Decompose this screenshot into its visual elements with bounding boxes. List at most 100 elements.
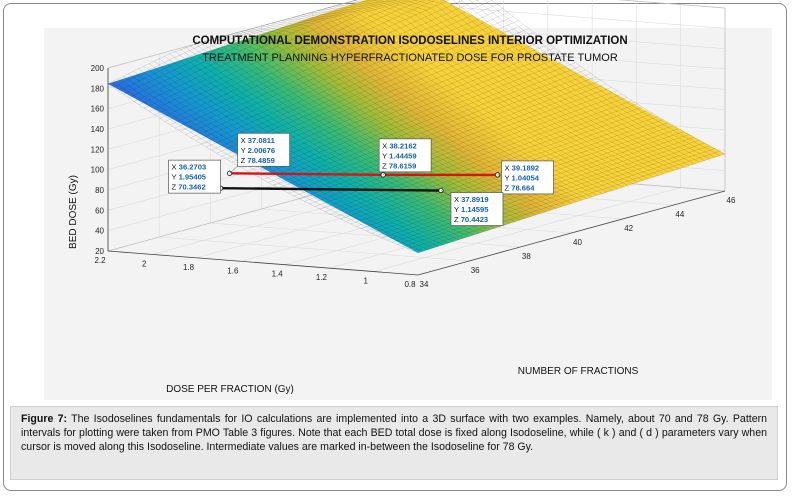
datatip-box — [168, 159, 221, 194]
mesh-line — [230, 34, 541, 214]
y-tick-label: 1.4 — [272, 270, 284, 279]
datatip-z: Z 78.4859 — [241, 156, 275, 165]
z-tick-label: 140 — [91, 125, 105, 134]
mesh-line — [118, 0, 371, 92]
chart-subtitle: TREATMENT PLANNING HYPERFRACTIONATED DOS… — [202, 52, 618, 64]
mesh-line — [242, 43, 550, 169]
z-tick-label: 100 — [91, 166, 105, 175]
x-tick-label: 38 — [522, 252, 531, 261]
mesh-line — [164, 56, 475, 235]
datatip-x: X 39.1892 — [504, 163, 539, 172]
mesh-line — [179, 48, 490, 230]
surface-chart: 34 36 38 40 42 44 46 0.8 1 1.2 1.4 1.6 1.8 2 2.220 40 60… — [68, 0, 736, 395]
datatip-z: Z 78.6159 — [382, 161, 416, 170]
mesh-line — [330, 103, 638, 215]
datatip-z: Z 70.4423 — [454, 215, 488, 224]
mesh-line — [133, 71, 444, 245]
datatip-x: X 37.0811 — [241, 136, 276, 145]
mesh-line — [169, 53, 480, 234]
y-tick-label: 1.2 — [316, 273, 328, 282]
mesh-line — [297, 16, 608, 193]
mesh-line — [324, 100, 633, 212]
mesh-line — [425, 0, 690, 166]
mesh-line — [412, 151, 720, 252]
mesh-line — [343, 3, 654, 178]
mesh-line — [333, 6, 644, 181]
mesh-line — [268, 62, 576, 183]
mesh-line — [402, 145, 710, 247]
axis-box-edge — [107, 0, 358, 69]
isodoseline-point — [380, 172, 386, 178]
mesh-line — [293, 80, 602, 197]
mesh-line — [335, 106, 643, 217]
mesh-line — [107, 0, 358, 84]
mesh-line — [148, 63, 460, 240]
x-tick-label: 44 — [675, 210, 684, 219]
mesh-line — [328, 7, 639, 183]
mesh-line — [307, 13, 618, 189]
mesh-line — [273, 66, 581, 186]
mesh-line — [322, 9, 633, 184]
datatip-y: Y 1.44459 — [382, 151, 417, 160]
mesh-line — [154, 0, 417, 116]
datatip-box — [237, 132, 290, 167]
datatip-box — [501, 160, 554, 195]
mesh-line — [195, 8, 503, 142]
mesh-line — [387, 0, 674, 171]
mesh-line — [257, 55, 565, 177]
z-axis-label: BED DOSE (Gy) — [68, 175, 79, 249]
mesh-line — [200, 12, 509, 145]
mesh-line — [302, 14, 613, 191]
mesh-line — [491, 0, 726, 155]
z-tick-label: 200 — [91, 64, 105, 73]
z-tick-label: 180 — [91, 84, 105, 93]
x-axis-label: NUMBER OF FRACTIONS — [518, 366, 639, 377]
mesh-line — [304, 87, 612, 202]
mesh-line — [175, 0, 464, 129]
mesh-line — [460, 0, 705, 161]
mesh-line — [190, 4, 498, 138]
mesh-line — [439, 0, 695, 165]
mesh-line — [225, 35, 536, 216]
z-tick-label: 40 — [95, 227, 104, 236]
mesh-line — [107, 83, 419, 254]
mesh-line — [353, 0, 664, 174]
mesh-line — [348, 2, 659, 176]
surface-fill — [108, 0, 725, 253]
x-tick-label: 36 — [471, 266, 480, 275]
datatip-y: Y 1.14595 — [454, 205, 489, 214]
mesh-line — [144, 0, 404, 109]
axis-box-edge — [617, 0, 726, 9]
mesh-line — [113, 0, 364, 88]
mesh-line — [340, 110, 648, 220]
mesh-line — [138, 0, 397, 105]
y-axis-label: DOSE PER FRACTION (Gy) — [166, 384, 294, 395]
mesh-line — [407, 148, 715, 249]
y-tick-label: 2 — [142, 259, 147, 268]
y-tick-label: 0.8 — [404, 280, 416, 289]
mesh-line — [149, 0, 411, 112]
caption-label: Figure 7: — [21, 413, 68, 425]
mesh-line — [113, 81, 424, 252]
y-tick-label: 1 — [363, 277, 368, 286]
mesh-line — [452, 0, 700, 163]
x-tick-label: 42 — [624, 224, 633, 233]
mesh-line — [317, 10, 628, 186]
mesh-line — [153, 61, 465, 239]
datatip-y: Y 1.04054 — [504, 173, 539, 182]
mesh-line — [345, 113, 653, 222]
mesh-line — [252, 51, 560, 175]
mesh-line — [189, 45, 500, 227]
mesh-line — [216, 24, 524, 154]
axis-line — [417, 190, 726, 276]
mesh-line — [309, 90, 617, 205]
mesh-line — [278, 69, 586, 189]
mesh-line — [468, 0, 710, 160]
datatip-y: Y 1.95405 — [172, 173, 207, 182]
mesh-line — [180, 0, 479, 132]
